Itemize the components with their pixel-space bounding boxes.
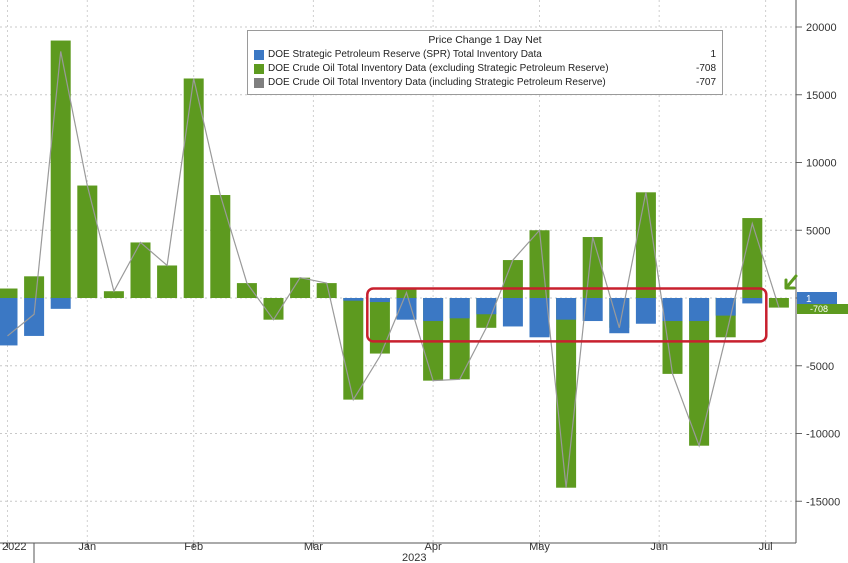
bar-spr <box>742 298 763 304</box>
bar-excl-spr <box>130 242 151 298</box>
y-tick-label: -10000 <box>806 429 840 441</box>
x-tick-label: Jun <box>650 541 668 553</box>
arrow-icon <box>784 274 798 290</box>
bar-excl-spr <box>236 283 257 298</box>
bar-spr <box>0 298 18 346</box>
bar-excl-spr <box>768 298 789 308</box>
legend-label-incl-spr: DOE Crude Oil Total Inventory Data (incl… <box>268 77 606 88</box>
marker-spr <box>797 292 837 304</box>
legend-value-incl-spr: -707 <box>695 77 716 88</box>
bar-excl-spr <box>290 277 311 298</box>
x-tick-label: Jul <box>759 541 773 553</box>
y-tick-label: -5000 <box>806 361 834 373</box>
legend-swatch-incl-spr <box>254 78 264 88</box>
legend-swatch-spr <box>254 50 264 60</box>
legend-swatch-excl-spr <box>254 64 264 74</box>
y-tick-label: 10000 <box>806 158 837 170</box>
x-year-label: 2023 <box>402 552 426 563</box>
x-tick-label: Mar <box>304 541 323 553</box>
x-tick-label: Feb <box>184 541 203 553</box>
legend-title: Price Change 1 Day Net <box>428 34 542 46</box>
bar-spr <box>715 298 736 316</box>
highlight-rect <box>366 287 768 343</box>
bar-excl-spr <box>24 276 45 298</box>
series-line-incl-spr <box>7 51 780 488</box>
bar-excl-spr <box>263 298 284 320</box>
marker-label-spr: 1 <box>806 294 812 305</box>
x-tick-label: May <box>529 541 550 553</box>
x-tick-label: Jan <box>78 541 96 553</box>
bar-spr <box>476 298 497 315</box>
y-tick-label: -15000 <box>806 496 840 508</box>
y-tick-label: 15000 <box>806 90 837 102</box>
bar-excl-spr <box>77 185 98 298</box>
bar-spr <box>343 298 364 301</box>
bar-excl-spr <box>742 218 763 298</box>
x-tick-label: 2022 <box>2 541 26 553</box>
last-value-markers: 1-708 <box>784 274 848 314</box>
y-tick-label: 20000 <box>806 22 837 34</box>
bar-excl-spr <box>369 298 390 354</box>
bar-excl-spr <box>103 291 124 298</box>
bar-excl-spr <box>689 298 710 446</box>
bar-excl-spr <box>183 78 204 299</box>
legend-value-excl-spr: -708 <box>695 63 716 74</box>
bar-excl-spr <box>210 195 231 298</box>
bar-spr <box>529 298 550 338</box>
marker-label-excl-spr: -708 <box>810 304 828 314</box>
bar-excl-spr <box>556 298 577 488</box>
bar-spr <box>662 298 683 322</box>
y-tick-label: 5000 <box>806 225 830 237</box>
bar-excl-spr <box>157 265 178 298</box>
legend-label-spr: DOE Strategic Petroleum Reserve (SPR) To… <box>268 49 542 60</box>
bar-spr <box>502 298 523 327</box>
legend-item-incl-spr: DOE Crude Oil Total Inventory Data (incl… <box>254 76 716 90</box>
bar-spr <box>635 298 656 324</box>
marker-excl-spr <box>797 304 848 314</box>
bar-spr <box>423 298 444 322</box>
bar-spr <box>24 298 45 336</box>
bars <box>0 40 789 488</box>
bar-excl-spr <box>50 40 71 299</box>
bar-excl-spr <box>635 192 656 298</box>
legend-label-excl-spr: DOE Crude Oil Total Inventory Data (excl… <box>268 63 609 74</box>
legend-item-excl-spr: DOE Crude Oil Total Inventory Data (excl… <box>254 62 716 76</box>
bar-excl-spr <box>0 288 18 298</box>
bar-spr <box>449 298 470 319</box>
bar-spr <box>582 298 603 322</box>
bar-spr <box>50 298 71 309</box>
total-line <box>7 51 780 488</box>
bar-excl-spr <box>316 283 337 298</box>
highlight-box <box>366 287 768 343</box>
bar-spr <box>556 298 577 320</box>
x-tick-label: Apr <box>425 541 442 553</box>
bar-spr <box>369 298 390 303</box>
legend: Price Change 1 Day Net DOE Strategic Pet… <box>247 30 723 95</box>
bar-excl-spr <box>343 298 364 400</box>
bar-spr <box>689 298 710 322</box>
legend-value-spr: 1 <box>710 49 716 60</box>
legend-item-spr: DOE Strategic Petroleum Reserve (SPR) To… <box>254 48 716 62</box>
bar-spr <box>609 298 630 334</box>
